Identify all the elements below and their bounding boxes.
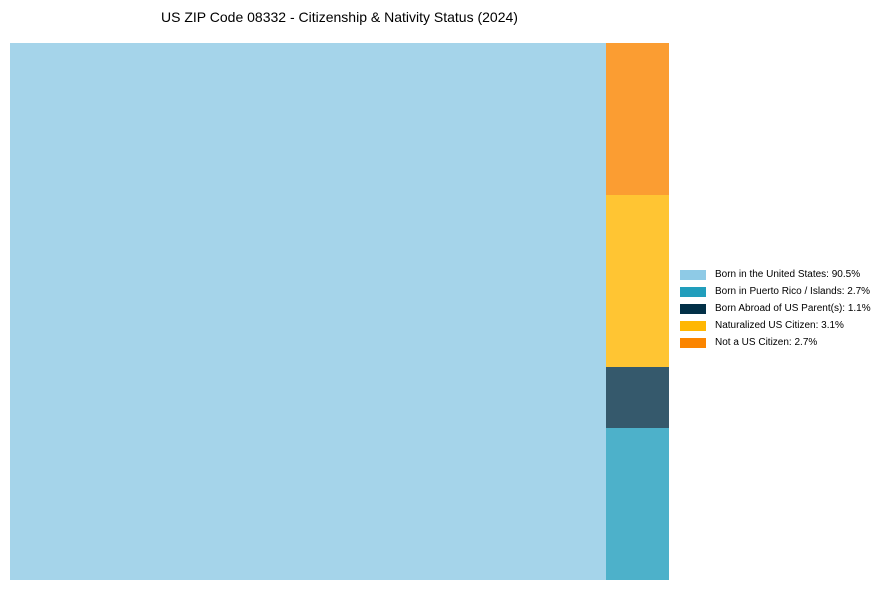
legend-label: Born in the United States: 90.5% xyxy=(715,269,861,280)
tile-born-in-us xyxy=(10,43,606,580)
tile-puerto-rico xyxy=(606,428,669,580)
legend-item: Born in the United States: 90.5% xyxy=(680,266,871,283)
legend-swatch xyxy=(680,320,706,331)
legend-item: Born Abroad of US Parent(s): 1.1% xyxy=(680,300,871,317)
legend-label: Naturalized US Citizen: 3.1% xyxy=(715,320,844,331)
legend-label: Born Abroad of US Parent(s): 1.1% xyxy=(715,303,871,314)
legend-swatch xyxy=(680,269,706,280)
tile-naturalized xyxy=(606,195,669,367)
chart-title: US ZIP Code 08332 - Citizenship & Nativi… xyxy=(161,9,518,25)
legend-swatch xyxy=(680,303,706,314)
legend-swatch xyxy=(680,337,706,348)
tile-born-abroad xyxy=(606,367,669,428)
legend-label: Not a US Citizen: 2.7% xyxy=(715,337,818,348)
legend-swatch xyxy=(680,286,706,297)
legend: Born in the United States: 90.5% Born in… xyxy=(680,266,871,351)
legend-item: Not a US Citizen: 2.7% xyxy=(680,334,871,351)
tile-not-us-citizen xyxy=(606,43,669,195)
legend-label: Born in Puerto Rico / Islands: 2.7% xyxy=(715,286,871,297)
legend-item: Born in Puerto Rico / Islands: 2.7% xyxy=(680,283,871,300)
legend-item: Naturalized US Citizen: 3.1% xyxy=(680,317,871,334)
